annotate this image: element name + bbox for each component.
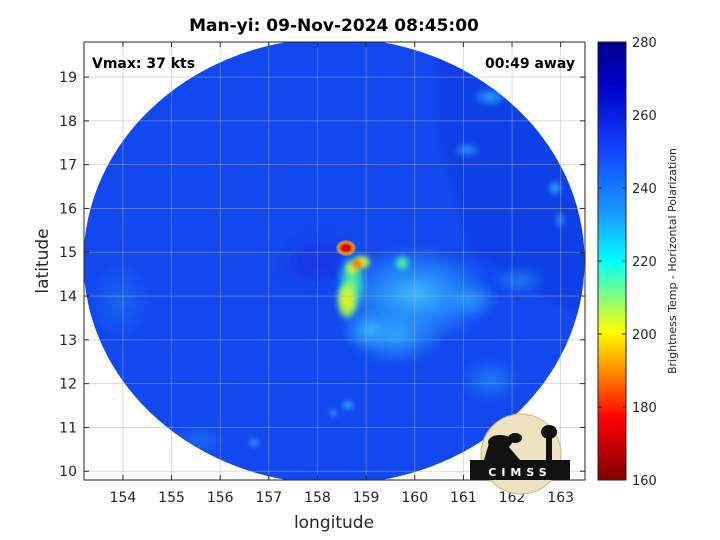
- deep-convection-core: [336, 240, 356, 256]
- y-tick-label: 19: [59, 70, 77, 86]
- x-tick-label: 160: [401, 490, 428, 506]
- colorbar-tick-label: 240: [632, 182, 657, 197]
- y-tick-label: 17: [59, 158, 77, 174]
- x-tick-label: 156: [207, 490, 234, 506]
- colorbar-tick-label: 160: [632, 474, 657, 489]
- rain-region-south: [340, 308, 400, 352]
- colorbar-tick-label: 280: [632, 36, 657, 51]
- x-tick-labels: 154 155 156 157 158 159 160 161 162 163: [110, 490, 575, 506]
- x-tick-label: 161: [450, 490, 477, 506]
- y-tick-label: 13: [59, 333, 77, 349]
- y-tick-label: 15: [59, 245, 77, 261]
- map-grid: [84, 42, 585, 480]
- x-tick-label: 157: [255, 490, 282, 506]
- y-tick-label: 16: [59, 201, 77, 217]
- time-away-label: 00:49 away: [485, 56, 575, 72]
- y-tick-labels: 10 11 12 13 14 15 16 17 18 19: [59, 70, 77, 480]
- figure-title: Man-yi: 09-Nov-2024 08:45:00: [189, 16, 479, 36]
- x-tick-label: 155: [158, 490, 185, 506]
- y-tick-label: 10: [59, 464, 77, 480]
- x-tick-label: 158: [304, 490, 331, 506]
- colorbar-ticks: 160 180 200 220 240 260 280: [598, 36, 657, 489]
- axes-frame: [83, 41, 586, 481]
- map-plot-area: [83, 41, 586, 481]
- colorbar-label: Brightness Temp - Horizontal Polarizatio…: [666, 148, 679, 374]
- logo-text: CIMSS: [488, 466, 551, 479]
- colorbar-tick-label: 200: [632, 328, 657, 343]
- y-tick-label: 11: [59, 420, 77, 436]
- y-tick-label: 18: [59, 114, 77, 130]
- colorbar-tick-label: 260: [632, 109, 657, 124]
- y-tick-label: 14: [59, 289, 77, 305]
- x-tick-label: 154: [110, 490, 137, 506]
- colorbar-tick-label: 180: [632, 401, 657, 416]
- colorbar-tick-label: 220: [632, 255, 657, 270]
- x-tick-label: 163: [547, 490, 574, 506]
- cimss-logo: CIMSS: [470, 413, 570, 495]
- microwave-swath: [84, 42, 585, 480]
- y-tick-label: 12: [59, 377, 77, 393]
- colorbar-gradient: [597, 41, 627, 481]
- colorbar: 160 180 200 220 240 260 280 Brightness Temp - …: [597, 36, 679, 489]
- x-axis-label: longitude: [294, 513, 374, 533]
- vmax-label: Vmax: 37 kts: [92, 56, 195, 72]
- y-axis-label: latitude: [33, 228, 53, 293]
- x-tick-label: 159: [353, 490, 380, 506]
